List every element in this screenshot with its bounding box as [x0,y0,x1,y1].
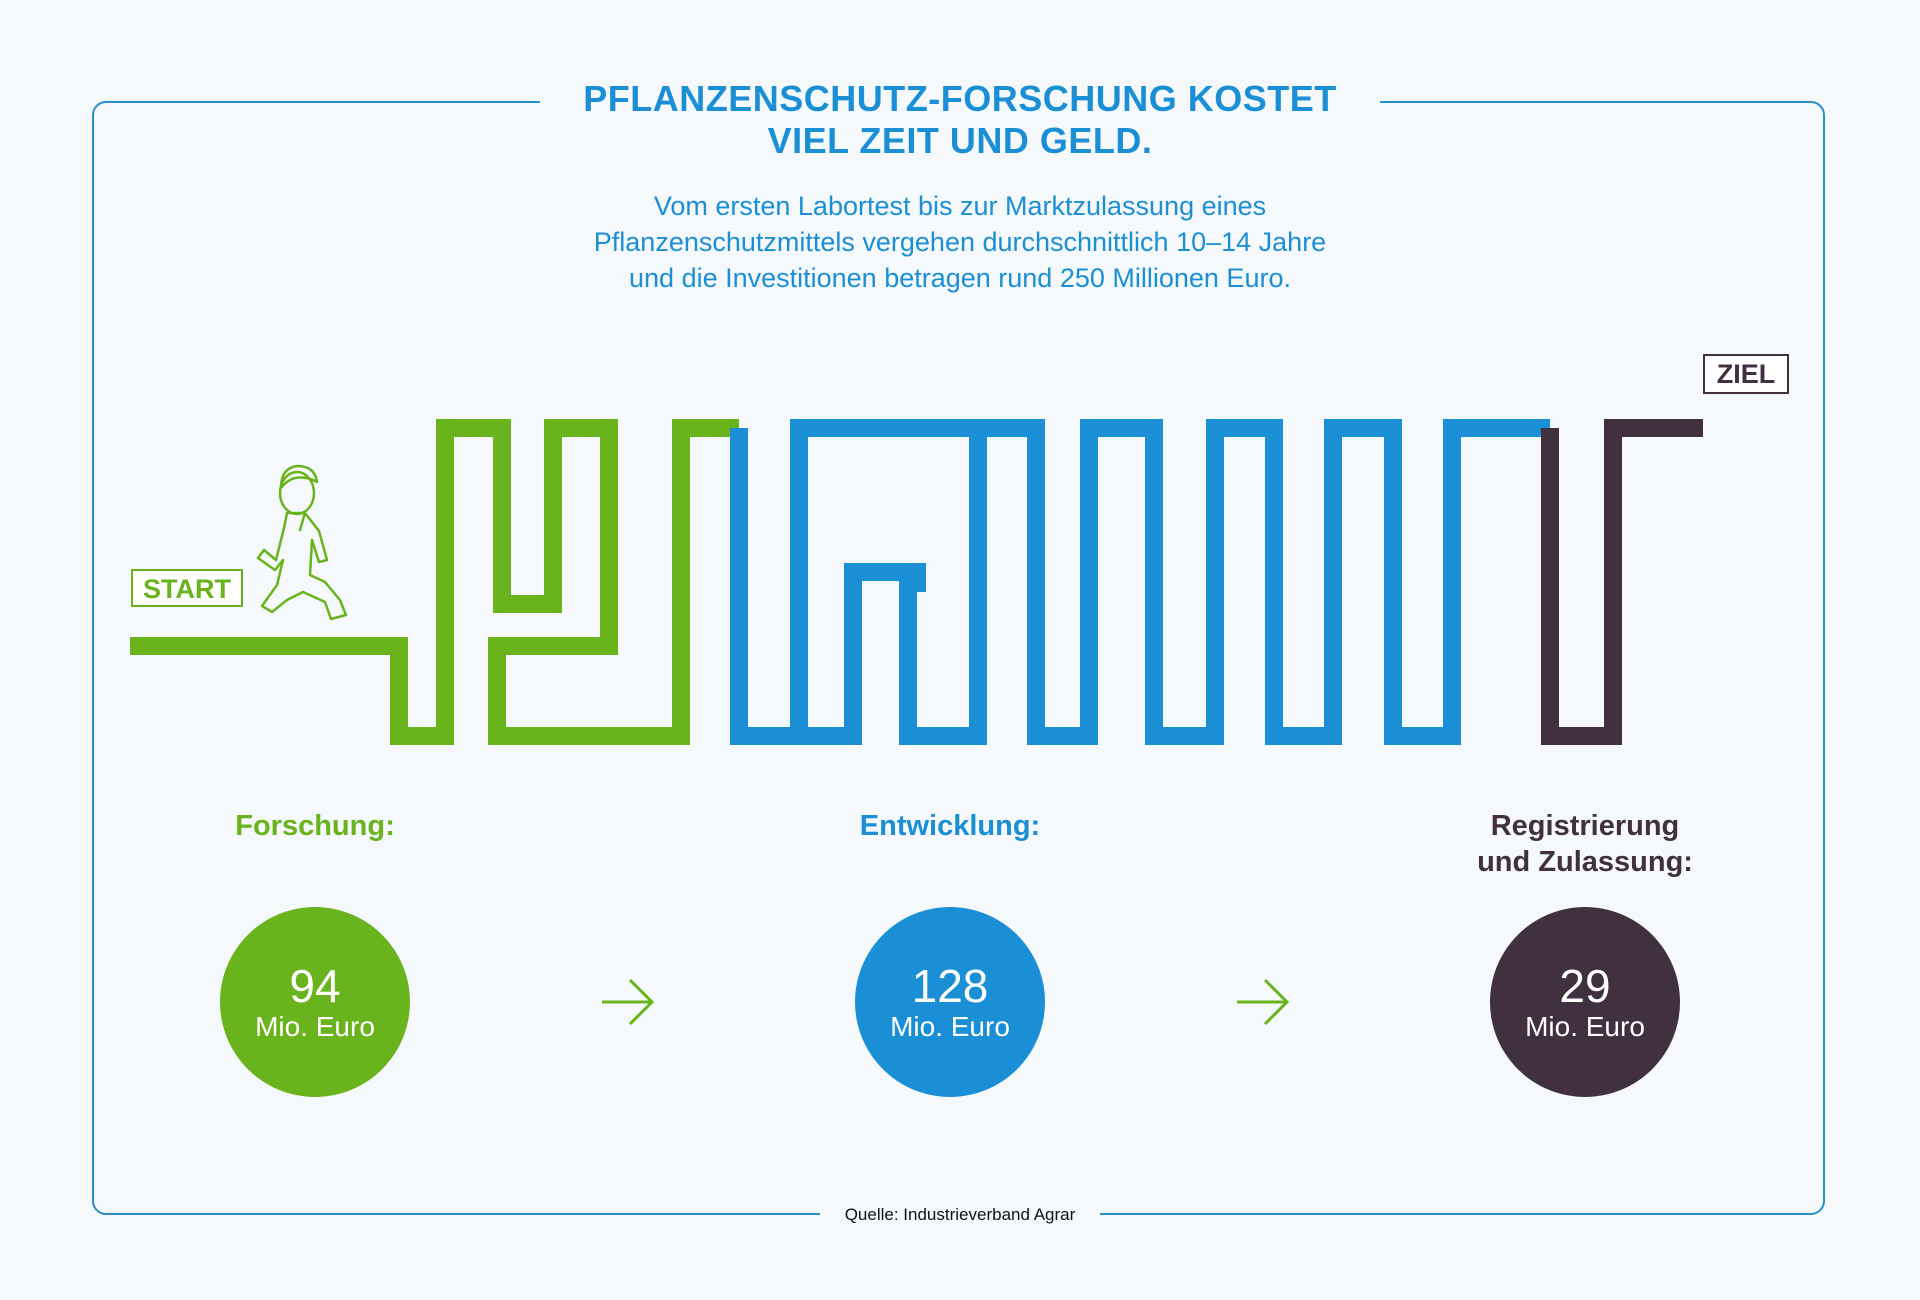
title-line-1: PFLANZENSCHUTZ-FORSCHUNG KOSTET [583,78,1337,119]
maze-development-path [730,419,1550,745]
arrow-right-icon [1237,978,1290,1026]
stage-registration-label: Registrierung und Zulassung: [1440,808,1730,880]
stage-development-label-line-1: Entwicklung: [859,810,1041,842]
stage-registration-value: 29 [1559,960,1611,1012]
subtitle-line-1: Vom ersten Labortest bis zur Marktzulass… [653,191,1267,221]
stage-registration-circle: 29 Mio. Euro [1490,907,1680,1097]
maze-research-path [130,419,739,745]
subtitle: Vom ersten Labortest bis zur Marktzulass… [480,188,1440,296]
stage-research-label-line-1: Forschung: [235,810,395,842]
stage-development-circle: 128 Mio. Euro [855,907,1045,1097]
title-line-2: VIEL ZEIT UND GELD. [767,120,1153,161]
stage-registration-label-line-1: Registrierung [1490,810,1680,842]
goal-label: ZIEL [1717,359,1776,389]
subtitle-line-3: und die Investitionen betragen rund 250 … [629,263,1291,293]
running-person-icon [256,464,348,621]
stage-development-label: Entwicklung: [825,808,1075,844]
stage-research-circle: 94 Mio. Euro [220,907,410,1097]
stage-research-value: 94 [289,960,341,1012]
maze-registration-path [1541,419,1703,745]
stage-research-label: Forschung: [190,808,440,844]
stage-registration-unit: Mio. Euro [1525,1011,1645,1042]
stage-development-unit: Mio. Euro [890,1011,1010,1042]
maze-illustration: START ZIEL [130,354,1789,745]
stage-registration-label-line-2: und Zulassung: [1477,846,1693,878]
start-sign: START [131,569,243,607]
page-title: PFLANZENSCHUTZ-FORSCHUNG KOSTET VIEL ZEI… [540,78,1380,162]
subtitle-line-2: Pflanzenschutzmittels vergehen durchschn… [593,227,1327,257]
goal-sign: ZIEL [1703,354,1789,394]
start-label: START [143,574,231,604]
arrow-right-icon [602,978,655,1026]
stage-research-unit: Mio. Euro [255,1011,375,1042]
source-note: Quelle: Industrieverband Agrar [820,1204,1100,1226]
stage-development-value: 128 [911,960,989,1012]
